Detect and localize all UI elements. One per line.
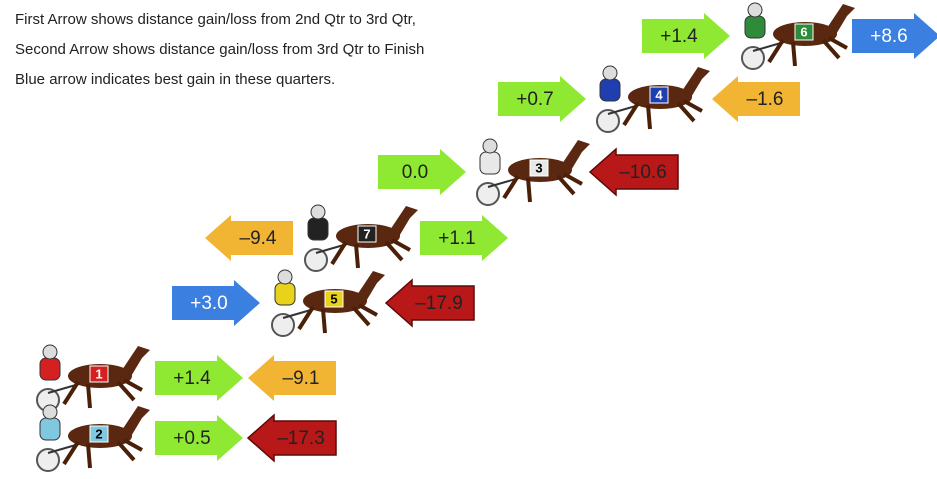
saddle-cloth [529,159,549,177]
wheel [741,46,765,70]
horse: 6 [741,2,855,70]
driver-head [747,2,763,18]
arrow [172,280,260,326]
arrow-label: –10.6 [619,162,667,183]
wheel [476,182,500,206]
horse-number: 2 [95,426,102,441]
horse: 5 [271,269,385,337]
driver-body [599,78,621,102]
driver-body [274,282,296,306]
horse: 4 [596,65,710,133]
arrow-label: 0.0 [402,162,428,183]
horse-legs [622,99,703,130]
wheel [271,313,295,337]
note: Blue arrow indicates best gain in these … [15,71,335,88]
horse: 3 [476,138,590,206]
arrow-label: +1.4 [660,26,698,47]
arrow-label: +3.0 [190,293,228,314]
horse-number: 6 [800,24,807,39]
driver-body [307,217,329,241]
wheel [596,109,620,133]
arrow-label: –17.9 [415,293,463,314]
arrow [205,215,293,261]
horse-neck [562,140,590,172]
horse-legs [62,438,143,469]
driver-head [602,65,618,81]
horse-neck [827,4,855,36]
arrow [498,76,586,122]
saddle-cloth [794,23,814,41]
saddle-cloth [89,425,109,443]
arrow-label: +1.1 [438,228,476,249]
arrow [155,415,243,461]
saddle-cloth [89,365,109,383]
arrow [712,76,800,122]
horse-neck [357,271,385,303]
driver-head [42,404,58,420]
saddle-cloth [649,86,669,104]
arrow [378,149,466,195]
driver-body [479,151,501,175]
arrow-label: –9.1 [283,368,320,389]
note: First Arrow shows distance gain/loss fro… [15,11,416,28]
horse-neck [122,346,150,378]
horse: 2 [36,404,150,472]
driver-body [39,417,61,441]
arrow-label: –9.4 [240,228,277,249]
saddle-cloth [324,290,344,308]
horse-legs [297,303,378,334]
arrow [642,13,730,59]
horse-legs [502,172,583,203]
horse-number: 7 [363,226,370,241]
horse-number: 1 [95,366,102,381]
wheel [36,448,60,472]
arrow [246,413,337,463]
horse: 1 [36,344,150,412]
horse-number: 3 [535,160,542,175]
arrow-label: +1.4 [173,368,211,389]
driver-head [482,138,498,154]
arrow [420,215,508,261]
horse-neck [682,67,710,99]
saddle-cloth [357,225,377,243]
horse-neck [122,406,150,438]
horse-neck [390,206,418,238]
arrow [852,13,937,59]
arrow-label: +8.6 [870,26,908,47]
arrow [155,355,243,401]
wheel [304,248,328,272]
driver-head [277,269,293,285]
driver-head [310,204,326,220]
arrow-label: –1.6 [747,89,784,110]
horse: 7 [304,204,418,272]
horse-legs [767,36,848,67]
horse-number: 4 [655,87,663,102]
driver-body [39,357,61,381]
horse-legs [330,238,411,269]
arrow-label: +0.7 [516,89,554,110]
arrow [588,147,679,197]
arrow [248,355,336,401]
horse-number: 5 [330,291,337,306]
note: Second Arrow shows distance gain/loss fr… [15,41,424,58]
arrow [384,278,475,328]
driver-body [744,15,766,39]
arrow-label: –17.3 [277,428,325,449]
driver-head [42,344,58,360]
horse-legs [62,378,143,409]
arrow-label: +0.5 [173,428,211,449]
